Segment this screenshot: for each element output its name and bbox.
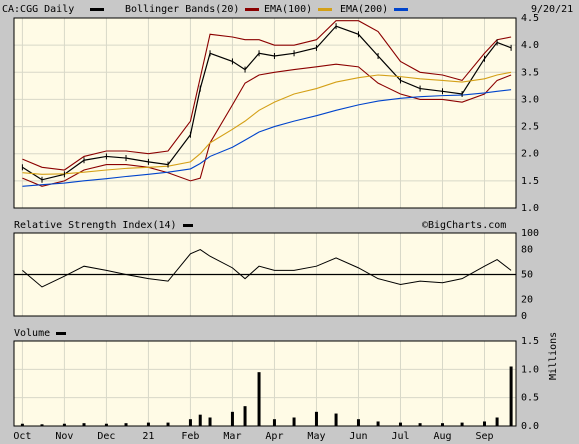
volume-title: Volume: [14, 328, 51, 339]
vol-panel-border: [13, 340, 517, 427]
price-y-tick-label: 2.0: [521, 149, 539, 160]
volume-bar: [243, 406, 247, 426]
volume-bar: [376, 421, 380, 426]
volume-bar: [356, 419, 360, 426]
volume-panel: [13, 340, 517, 427]
volume-bar: [398, 422, 402, 426]
volume-bar: [104, 423, 108, 426]
price-panel: [13, 17, 517, 209]
date-label: 9/20/21: [531, 4, 574, 15]
x-tick-label: Apr: [265, 431, 283, 442]
volume-bar: [82, 423, 86, 426]
x-tick-label: Nov: [55, 431, 73, 442]
x-tick-label: Sep: [475, 431, 493, 442]
rsi-y-tick-label: 50: [521, 270, 533, 281]
volume-bar: [146, 422, 150, 426]
volume-bar: [334, 413, 338, 426]
volume-bar: [20, 423, 24, 426]
volume-bar: [124, 423, 128, 426]
x-tick-label: Jun: [349, 431, 367, 442]
volume-bar: [208, 417, 212, 426]
x-tick-label: 21: [142, 431, 154, 442]
volume-bar: [257, 372, 261, 426]
x-tick-label: Dec: [97, 431, 115, 442]
price-y-tick-label: 2.5: [521, 122, 539, 133]
rsi-panel-border: [13, 232, 517, 317]
rsi-line: [22, 249, 512, 288]
ema100-swatch: [318, 8, 332, 11]
ticker-label: CA:CGG Daily: [2, 4, 75, 15]
volume-y-tick-label: 0.0: [521, 421, 539, 432]
price-panel-border: [13, 17, 517, 209]
price-y-tick-label: 3.0: [521, 94, 539, 105]
volume-bar: [509, 366, 513, 426]
volume-bar: [314, 411, 318, 426]
volume-bar: [482, 421, 486, 426]
volume-bar: [62, 423, 66, 426]
x-tick-label: Feb: [181, 431, 199, 442]
volume-bar: [418, 423, 422, 426]
bollinger-swatch: [245, 8, 259, 11]
bollinger-label: Bollinger Bands(20): [125, 4, 240, 15]
rsi-swatch: [183, 224, 193, 227]
ema200-label: EMA(200): [340, 4, 389, 15]
rsi-y-tick-label: 80: [521, 245, 533, 256]
price-swatch: [90, 8, 104, 11]
ema100-label: EMA(100): [264, 4, 313, 15]
volume-y-tick-label: 1.5: [521, 336, 539, 347]
ema100-line: [22, 71, 512, 175]
rsi-y-tick-label: 100: [521, 228, 539, 239]
volume-y-tick-label: 0.5: [521, 393, 539, 404]
x-tick-label: Jul: [391, 431, 409, 442]
bollinger-upper-line: [22, 20, 512, 171]
ema200-line: [22, 89, 512, 187]
x-tick-label: May: [307, 431, 325, 442]
x-tick-label: Aug: [433, 431, 451, 442]
price-y-tick-label: 1.5: [521, 176, 539, 187]
x-tick-label: Mar: [223, 431, 241, 442]
volume-bar: [440, 423, 444, 426]
rsi-y-tick-label: 0: [521, 311, 527, 322]
bollinger-lower-line: [22, 63, 512, 187]
volume-bar: [230, 411, 234, 426]
ema200-swatch: [394, 8, 408, 11]
rsi-y-tick-label: 20: [521, 294, 533, 305]
x-tick-label: Oct: [13, 431, 31, 442]
price-y-tick-label: 3.5: [521, 67, 539, 78]
volume-bar: [292, 417, 296, 426]
volume-bar: [460, 422, 464, 426]
volume-y-tick-label: 1.0: [521, 364, 539, 375]
rsi-title: Relative Strength Index(14): [14, 220, 177, 231]
price-y-tick-label: 4.5: [521, 13, 539, 24]
volume-bar: [495, 417, 499, 426]
volume-bar: [188, 419, 192, 426]
volume-bar: [166, 422, 170, 426]
volume-bar: [40, 424, 44, 426]
price-y-tick-label: 1.0: [521, 203, 539, 214]
volume-bar: [198, 414, 202, 426]
price-y-tick-label: 4.0: [521, 40, 539, 51]
watermark: ©BigCharts.com: [422, 220, 507, 231]
volume-bar: [272, 419, 276, 426]
volume-swatch: [56, 332, 66, 335]
